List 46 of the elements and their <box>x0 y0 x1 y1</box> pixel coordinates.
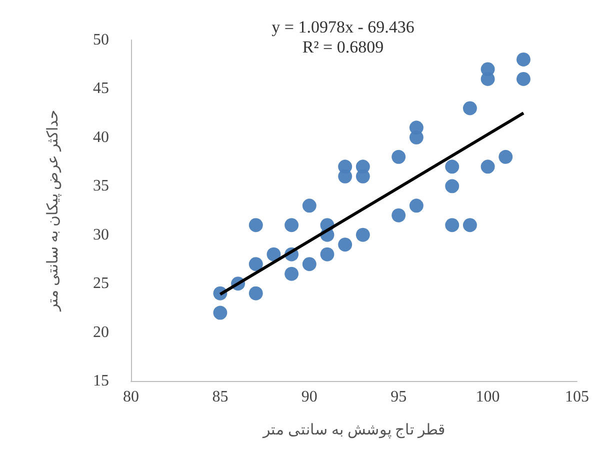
point <box>516 52 530 66</box>
x-tick-label: 90 <box>301 388 318 406</box>
x-axis-title: قطر تاج پوشش به سانتی متر <box>262 422 445 438</box>
x-tick-label: 95 <box>390 388 407 406</box>
y-axis-title: حداکثر عرض پیکان به سانتی متر <box>46 110 62 312</box>
point <box>284 218 299 232</box>
point <box>248 218 263 232</box>
point <box>392 208 406 222</box>
point <box>338 169 352 184</box>
point <box>445 218 460 232</box>
point <box>284 266 299 281</box>
y-tick-label: 45 <box>93 80 109 98</box>
x-tick-label: 85 <box>212 388 228 406</box>
point <box>516 72 530 86</box>
point <box>480 160 495 174</box>
point <box>338 238 352 252</box>
annotation: R² = 0.6809 <box>302 38 384 56</box>
point <box>462 218 477 232</box>
text: y = 1.0978x - 69.436 <box>272 18 414 36</box>
y-tick-label: 20 <box>93 324 109 341</box>
point <box>409 120 424 135</box>
y-tick-label: 15 <box>93 372 109 390</box>
x-tick-label: 105 <box>565 388 589 406</box>
point <box>445 160 460 174</box>
point <box>302 257 316 272</box>
x-tick-label: 80 <box>123 388 139 406</box>
point <box>302 198 316 213</box>
y-tick-label: 40 <box>93 128 109 146</box>
point <box>480 62 495 76</box>
point <box>248 286 263 300</box>
point <box>445 179 460 194</box>
y-tick-label: 30 <box>93 226 109 244</box>
point <box>409 198 424 213</box>
point <box>356 228 370 242</box>
point <box>266 247 281 262</box>
point <box>356 169 370 184</box>
y-tick-label: 25 <box>93 275 109 292</box>
point <box>213 306 228 320</box>
point <box>498 150 513 164</box>
point <box>320 247 334 262</box>
x-tick-label: 100 <box>476 388 500 406</box>
point <box>462 101 477 116</box>
y-tick-label: 50 <box>93 32 109 48</box>
y-tick-label: 35 <box>93 178 109 195</box>
point <box>248 257 263 272</box>
point <box>392 150 406 164</box>
